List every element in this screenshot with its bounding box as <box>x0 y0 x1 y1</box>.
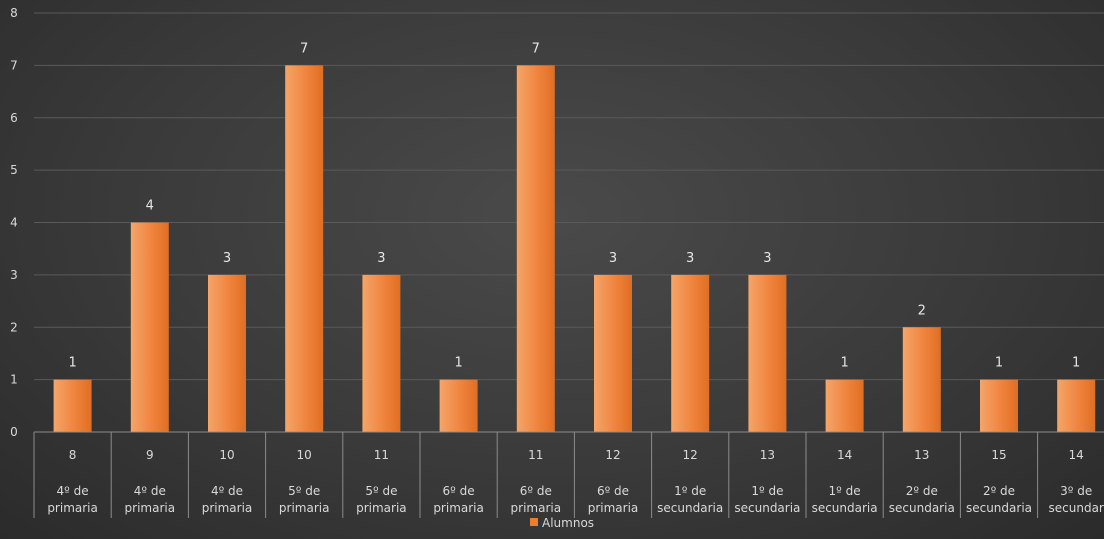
category-label-top: 15 <box>991 448 1006 462</box>
category-label-bottom: secundaria <box>657 501 723 515</box>
category-label-top: 13 <box>914 448 929 462</box>
legend-label-alumnos: Alumnos <box>542 516 594 530</box>
x-axis-category-table: 8 4º de primaria 9 4º de primaria 10 4º de prima… <box>33 431 1104 518</box>
category-label-bottom: 1º de <box>674 484 706 498</box>
data-label: 3 <box>763 251 771 266</box>
y-tick-label: 4 <box>10 216 18 230</box>
y-tick-label: 5 <box>10 163 18 177</box>
category-label-bottom: primaria <box>125 501 176 515</box>
bar <box>671 274 710 432</box>
data-label: 7 <box>300 41 308 56</box>
category-label-bottom: primaria <box>47 501 98 515</box>
category-label-top: 10 <box>219 448 234 462</box>
bar <box>748 274 787 432</box>
bar <box>902 327 941 432</box>
data-label: 3 <box>609 251 617 266</box>
bar <box>362 274 401 432</box>
bar <box>130 222 169 432</box>
bar <box>1057 379 1096 432</box>
category-label-bottom: secundaria <box>889 501 955 515</box>
category-label-bottom: secundaria <box>734 501 800 515</box>
category-label-top: 12 <box>683 448 698 462</box>
data-label: 1 <box>1072 356 1080 371</box>
y-tick-label: 7 <box>10 58 18 72</box>
bar <box>208 274 246 432</box>
data-labels: 1 4 3 7 3 1 7 3 3 3 1 2 1 1 <box>68 41 1080 370</box>
category-label-top: 14 <box>1069 448 1084 462</box>
category-label-bottom: primaria <box>433 501 484 515</box>
category-label-bottom: 1º de <box>829 484 861 498</box>
category-label-bottom: secundar <box>1049 501 1104 515</box>
data-label: 4 <box>146 199 154 214</box>
bar <box>516 65 555 432</box>
data-label: 1 <box>840 356 848 371</box>
bars <box>53 65 1096 432</box>
bar <box>825 379 864 432</box>
data-label: 3 <box>377 251 385 266</box>
category-label-bottom: 3º de <box>1060 484 1092 498</box>
category-label-bottom: 5º de <box>365 484 397 498</box>
category-label-bottom: primaria <box>202 501 253 515</box>
data-label: 3 <box>223 251 231 266</box>
category-label-top: 13 <box>760 448 775 462</box>
category-label-top: 12 <box>605 448 620 462</box>
category-label-bottom: primaria <box>356 501 407 515</box>
y-tick-label: 6 <box>10 111 18 125</box>
category-label-top: 14 <box>837 448 852 462</box>
y-tick-label: 8 <box>10 6 18 20</box>
category-label-bottom: 1º de <box>751 484 783 498</box>
category-label-bottom: secundaria <box>812 501 878 515</box>
category-label-bottom: 6º de <box>443 484 475 498</box>
category-label-bottom: 2º de <box>983 484 1015 498</box>
data-label: 1 <box>454 356 462 371</box>
gridlines <box>34 12 1104 381</box>
bar <box>980 379 1018 432</box>
category-label-bottom: 4º de <box>134 484 166 498</box>
category-label-top: 8 <box>69 448 77 462</box>
category-label-bottom: 6º de <box>597 484 629 498</box>
category-label-bottom: primaria <box>511 501 562 515</box>
bar <box>285 65 324 432</box>
category-label-bottom: primaria <box>279 501 330 515</box>
y-tick-label: 2 <box>10 320 18 334</box>
category-label-bottom: 4º de <box>211 484 243 498</box>
category-label-top: 10 <box>297 448 312 462</box>
category-label-bottom: 5º de <box>288 484 320 498</box>
bar <box>439 379 478 432</box>
bar <box>53 379 92 432</box>
category-label-top: 11 <box>528 448 543 462</box>
category-label-bottom: 6º de <box>520 484 552 498</box>
category-label-top: 9 <box>146 448 154 462</box>
data-label: 2 <box>918 303 926 318</box>
category-label-bottom: 4º de <box>57 484 89 498</box>
bar <box>594 274 632 432</box>
category-label-bottom: 2º de <box>906 484 938 498</box>
y-tick-label: 0 <box>10 425 18 439</box>
data-label: 1 <box>995 356 1003 371</box>
y-axis-ticks: 0 1 2 3 4 5 6 7 8 <box>10 6 18 439</box>
legend-swatch <box>530 518 538 526</box>
data-label: 7 <box>532 41 540 56</box>
legend: Alumnos <box>530 516 594 530</box>
category-label-top: 11 <box>374 448 389 462</box>
y-tick-label: 3 <box>10 268 18 282</box>
category-label-bottom: secundaria <box>966 501 1032 515</box>
data-label: 1 <box>68 356 76 371</box>
y-tick-label: 1 <box>10 373 18 387</box>
category-label-bottom: primaria <box>588 501 639 515</box>
data-label: 3 <box>686 251 694 266</box>
